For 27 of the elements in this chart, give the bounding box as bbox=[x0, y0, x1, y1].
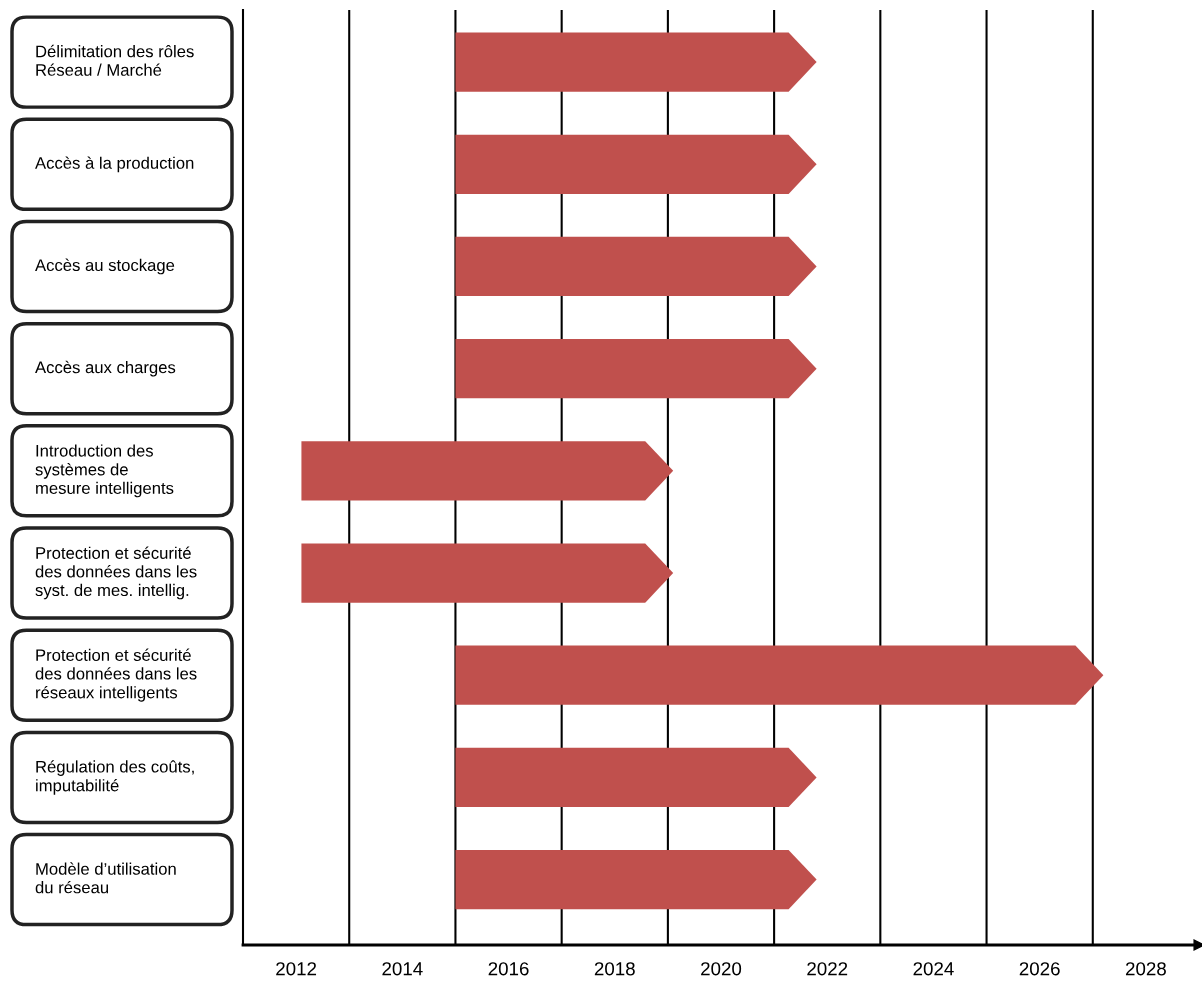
x-tick-label: 2024 bbox=[913, 962, 954, 976]
bar bbox=[455, 747, 817, 808]
bar bbox=[455, 236, 817, 297]
bar bbox=[455, 645, 1104, 705]
x-tick-label: 2022 bbox=[807, 962, 848, 976]
bar bbox=[301, 543, 674, 603]
bar bbox=[455, 134, 817, 194]
x-tick-label: 2026 bbox=[1019, 962, 1060, 976]
x-tick-label: 2028 bbox=[1125, 962, 1166, 976]
bar bbox=[455, 849, 817, 910]
x-tick-label: 2016 bbox=[488, 962, 529, 976]
y-tick-label: Régulation des coûts, imputabilité bbox=[36, 760, 194, 795]
y-tick-label: Accès aux charges bbox=[35, 360, 176, 377]
bar bbox=[455, 32, 817, 92]
bar bbox=[455, 339, 817, 399]
y-tick-label: Accès à la production bbox=[35, 156, 194, 173]
x-tick-label: 2020 bbox=[701, 962, 742, 976]
bar bbox=[301, 441, 674, 501]
y-tick-label: Accès au stockage bbox=[35, 258, 175, 275]
y-tick-label: Modèle d’utilisation du réseau bbox=[35, 862, 176, 894]
x-tick-label: 2014 bbox=[382, 962, 423, 976]
y-tick-label: Protection et sécurité des données dans les réseaux intelligents bbox=[35, 648, 197, 702]
y-tick-label: Introduction des systèmes de mesure intelligents bbox=[35, 444, 174, 498]
x-tick-label: 2012 bbox=[276, 962, 317, 976]
y-tick-label: Protection et sécurité des données dans les syst. de mes. intellig. bbox=[35, 546, 197, 600]
y-tick-label: Délimitation des rôles Réseau / Marché bbox=[36, 44, 194, 76]
x-tick-label: 2018 bbox=[594, 962, 635, 976]
